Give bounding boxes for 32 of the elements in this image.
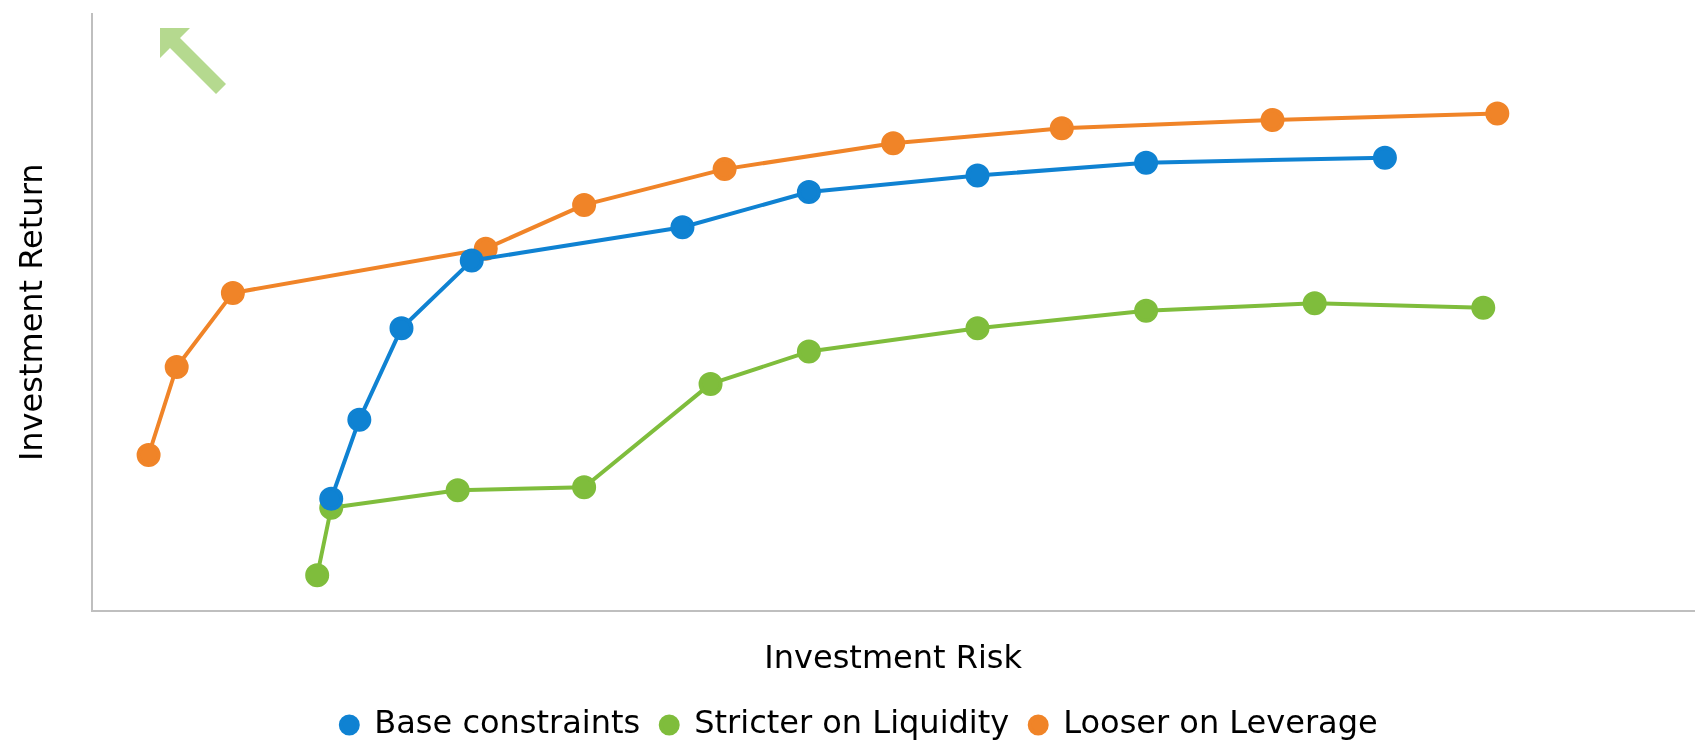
point [445,478,470,503]
point [1471,295,1496,320]
point [1485,101,1510,126]
x-axis-title: Investment Risk [764,638,1023,677]
point [796,179,821,204]
point [389,316,414,341]
point [305,563,330,588]
point [459,248,484,273]
point [796,339,821,364]
point [1372,145,1397,170]
point [1134,150,1159,175]
legend-label: Looser on Leverage [1063,703,1378,742]
point [1134,298,1159,323]
point [1049,116,1074,141]
point [698,371,723,396]
point [220,280,245,305]
point [881,131,906,156]
point [572,192,597,217]
legend-label: Stricter on Liquidity [694,703,1010,742]
point [572,475,597,500]
point [1260,107,1285,132]
point [1302,291,1327,316]
point [164,354,189,379]
point [347,407,372,432]
y-axis-title: Investment Return [11,163,50,462]
point [965,163,990,188]
point [670,215,695,240]
point [319,486,344,511]
legend-label: Base constraints [374,703,641,742]
point [136,442,161,467]
point [712,157,737,182]
point [965,316,990,341]
